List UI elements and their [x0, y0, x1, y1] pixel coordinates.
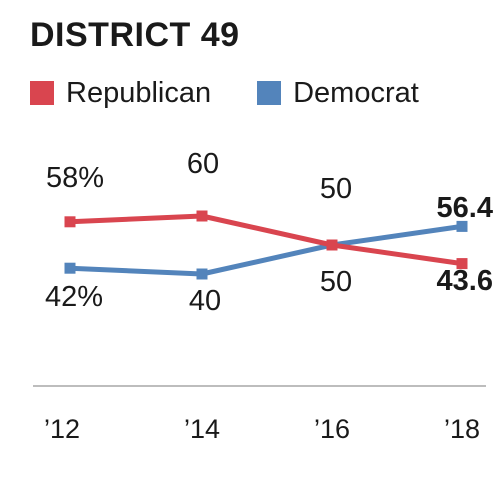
point-republican-1	[196, 210, 208, 222]
series-line-democrat	[67, 223, 465, 277]
legend-label-democrat: Democrat	[293, 76, 419, 109]
legend-swatch-republican	[30, 81, 54, 105]
legend-label-republican: Republican	[66, 76, 212, 109]
data-label-republican-3: 43.6	[437, 265, 493, 297]
x-tick-label-3: ’18	[444, 414, 480, 444]
x-tick-label-2: ’16	[314, 414, 350, 444]
series-layer	[64, 210, 468, 280]
point-democrat-3	[456, 220, 468, 232]
data-label-democrat-0: 42%	[45, 281, 103, 313]
point-republican-2	[326, 239, 338, 251]
legend-swatch-democrat	[257, 81, 282, 105]
legend-item-republican: Republican	[30, 76, 212, 109]
data-label-democrat-1: 40	[189, 285, 221, 317]
data-label-republican-1: 60	[187, 148, 219, 180]
data-label-democrat-3: 56.4	[437, 192, 493, 224]
data-label-republican-0: 58%	[46, 162, 104, 194]
point-democrat-0	[64, 262, 76, 274]
x-tick-label-1: ’14	[184, 414, 220, 444]
point-democrat-1	[196, 268, 208, 280]
chart-title: DISTRICT 49	[30, 16, 240, 54]
legend-item-democrat: Democrat	[257, 76, 419, 109]
series-line-republican	[67, 213, 465, 267]
label-layer: 58% 60 50 43.6 42% 40 50 56.4	[45, 148, 493, 317]
data-label-republican-2: 50	[320, 173, 352, 205]
legend: Republican Democrat	[30, 76, 465, 110]
point-republican-0	[64, 216, 76, 228]
x-tick-label-0: ’12	[44, 414, 80, 444]
tick-layer: ’12 ’14 ’16 ’18	[44, 414, 480, 444]
point-republican-3	[456, 258, 468, 270]
data-label-democrat-2: 50	[320, 266, 352, 298]
